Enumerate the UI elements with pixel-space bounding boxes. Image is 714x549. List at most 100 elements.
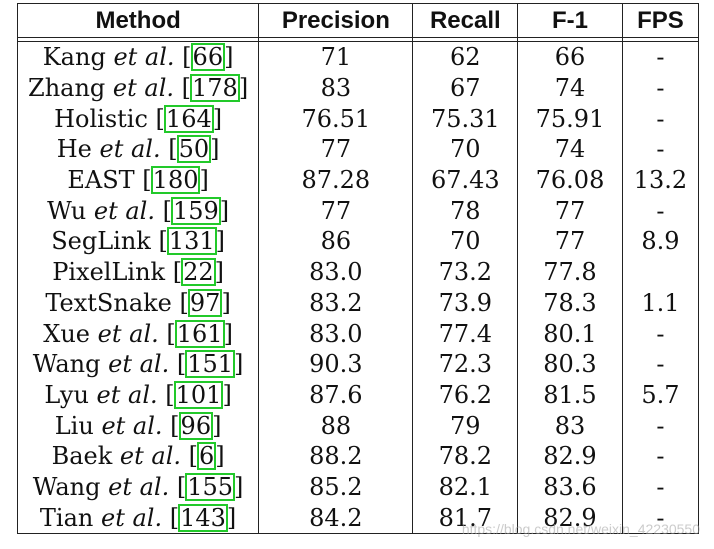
method-cell: He et al. [50] xyxy=(16,134,260,165)
method-name: Wang xyxy=(32,472,101,501)
method-etal: et al. xyxy=(97,319,159,348)
table-row: SegLink [131] 86 70 77 8.9 xyxy=(16,226,700,257)
fps-cell: - xyxy=(621,72,700,104)
precision-cell: 84.2 xyxy=(258,502,414,534)
citation-link[interactable]: 159 xyxy=(170,196,221,225)
f1-cell: 83.6 xyxy=(517,471,623,503)
citation-link[interactable]: 97 xyxy=(187,288,223,317)
table-row: Wang et al. [151] 90.3 72.3 80.3- xyxy=(16,348,700,380)
table-row: Liu et al. [96] 88 79 83- xyxy=(16,410,700,441)
method-name: Xue xyxy=(43,319,91,348)
method-name: Zhang xyxy=(28,74,106,103)
method-etal: et al. xyxy=(119,442,181,471)
fps-cell: - xyxy=(621,195,700,227)
citation-link[interactable]: 155 xyxy=(185,472,236,501)
header-recall: Recall xyxy=(412,3,519,38)
recall-cell: 62 xyxy=(412,41,519,73)
recall-cell: 72.3 xyxy=(412,348,519,380)
recall-cell: 70 xyxy=(412,226,519,257)
method-cell: Wu et al. [159] xyxy=(16,195,260,227)
citation-link[interactable]: 131 xyxy=(166,227,217,256)
fps-cell: - xyxy=(621,134,700,165)
method-cell: Xue et al. [161] xyxy=(16,318,260,349)
recall-cell: 73.2 xyxy=(412,256,519,288)
method-cell: SegLink [131] xyxy=(16,226,260,257)
f1-cell: 83 xyxy=(517,410,623,441)
method-etal: et al. xyxy=(96,380,158,409)
citation-link[interactable]: 178 xyxy=(190,74,240,103)
precision-cell: 85.2 xyxy=(258,471,414,503)
precision-cell: 88 xyxy=(258,410,414,441)
recall-cell: 81.7 xyxy=(412,502,519,534)
table-row: Xue et al. [161] 83.0 77.4 80.1- xyxy=(16,318,700,349)
fps-cell: - xyxy=(621,410,700,441)
table-row: Kang et al. [66] 71 62 66- xyxy=(16,41,700,73)
citation-link[interactable]: 161 xyxy=(174,319,225,348)
precision-cell: 83.0 xyxy=(258,318,414,349)
f1-cell: 77.8 xyxy=(517,256,623,288)
citation-link[interactable]: 180 xyxy=(150,166,201,195)
method-cell: Holistic [164] xyxy=(16,103,260,135)
recall-cell: 78 xyxy=(412,195,519,227)
recall-cell: 76.2 xyxy=(412,379,519,411)
method-name: Wu xyxy=(47,196,87,225)
fps-cell: 1.1 xyxy=(621,287,700,319)
method-cell: Kang et al. [66] xyxy=(16,41,260,73)
method-cell: Baek et al. [6] xyxy=(16,440,260,472)
results-table: Method Precision Recall F-1 FPS Kang et … xyxy=(16,3,700,534)
header-separator xyxy=(16,37,700,42)
recall-cell: 78.2 xyxy=(412,440,519,472)
recall-cell: 77.4 xyxy=(412,318,519,349)
table-row: TextSnake [97] 83.2 73.9 78.3 1.1 xyxy=(16,287,700,319)
method-etal: et al. xyxy=(108,472,170,501)
method-name: He xyxy=(56,135,92,164)
method-cell: Lyu et al. [101] xyxy=(16,379,260,411)
citation-link[interactable]: 66 xyxy=(190,43,226,72)
citation-link[interactable]: 143 xyxy=(178,503,228,532)
method-etal: et al. xyxy=(113,43,175,72)
table-row: He et al. [50] 77 70 74- xyxy=(16,134,700,165)
fps-cell: - xyxy=(621,440,700,472)
precision-cell: 71 xyxy=(258,41,414,73)
precision-cell: 76.51 xyxy=(258,103,414,135)
table-row: Lyu et al. [101] 87.6 76.2 81.5 5.7 xyxy=(16,379,700,411)
f1-cell: 74 xyxy=(517,72,623,104)
precision-cell: 87.6 xyxy=(258,379,414,411)
recall-cell: 75.31 xyxy=(412,103,519,135)
method-name: TextSnake xyxy=(45,288,172,317)
method-cell: Wang et al. [151] xyxy=(16,348,260,380)
f1-cell: 82.9 xyxy=(517,440,623,472)
method-cell: Liu et al. [96] xyxy=(16,410,260,441)
citation-link[interactable]: 164 xyxy=(163,104,214,133)
header-f1: F-1 xyxy=(517,3,623,38)
precision-cell: 90.3 xyxy=(258,348,414,380)
recall-cell: 67.43 xyxy=(412,164,519,196)
citation-link[interactable]: 22 xyxy=(181,258,216,287)
method-name: Lyu xyxy=(44,380,89,409)
recall-cell: 79 xyxy=(412,410,519,441)
citation-link[interactable]: 6 xyxy=(196,442,217,471)
header-fps: FPS xyxy=(621,3,700,38)
precision-cell: 77 xyxy=(258,134,414,165)
header-precision: Precision xyxy=(258,3,414,38)
citation-link[interactable]: 101 xyxy=(173,380,224,409)
method-name: Liu xyxy=(54,411,94,440)
table-row: Holistic [164] 76.51 75.31 75.91- xyxy=(16,103,700,135)
method-etal: et al. xyxy=(101,503,163,532)
precision-cell: 88.2 xyxy=(258,440,414,472)
fps-cell: - xyxy=(621,318,700,349)
method-etal: et al. xyxy=(101,411,163,440)
f1-cell: 75.91 xyxy=(517,103,623,135)
citation-link[interactable]: 96 xyxy=(178,411,214,440)
method-name: Kang xyxy=(42,43,106,72)
method-cell: EAST [180] xyxy=(16,164,260,196)
citation-link[interactable]: 50 xyxy=(176,135,212,164)
method-cell: Tian et al. [143] xyxy=(16,502,260,534)
table-row: EAST [180] 87.28 67.43 76.08 13.2 xyxy=(16,164,700,196)
fps-cell: 5.7 xyxy=(621,379,700,411)
precision-cell: 83 xyxy=(258,72,414,104)
fps-cell: - xyxy=(621,348,700,380)
citation-link[interactable]: 151 xyxy=(185,350,236,379)
table-row: Wu et al. [159] 77 78 77- xyxy=(16,195,700,227)
method-etal: et al. xyxy=(99,135,161,164)
